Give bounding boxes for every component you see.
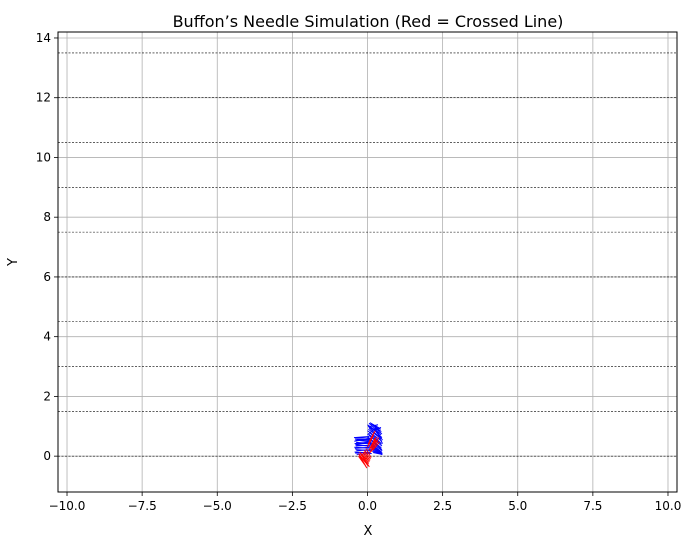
x-tick-label: 5.0	[508, 499, 527, 513]
needle-crossed	[368, 438, 376, 451]
needle-not-crossed	[368, 431, 382, 444]
needle-crossed	[363, 451, 371, 461]
needle-crossed	[360, 454, 369, 461]
needle-not-crossed	[376, 431, 383, 441]
axis-ticks: −10.0 −7.5 −5.0 −2.5 0.0 2.5 5.0 7.5 10.0 0 2 4 6 8 10…	[36, 31, 682, 513]
needle-crossed	[370, 440, 379, 452]
needle-not-crossed	[367, 427, 377, 436]
needle-crossed	[358, 453, 366, 462]
x-tick-label: 10.0	[655, 499, 682, 513]
needle-not-crossed	[368, 424, 379, 428]
y-tick-label: 12	[36, 91, 51, 105]
needle-crossed	[365, 448, 372, 458]
y-tick-label: 0	[43, 449, 51, 463]
needle-crossed	[362, 452, 370, 463]
needle-crossed	[364, 449, 371, 460]
y-tick-label: 14	[36, 31, 51, 45]
needle-crossed	[367, 434, 374, 446]
needle-not-crossed	[372, 450, 383, 455]
y-axis-label: Y	[6, 258, 21, 267]
y-tick-label: 8	[43, 210, 51, 224]
needle-not-crossed	[372, 452, 383, 455]
needle-crossed	[361, 453, 370, 464]
y-tick-label: 4	[43, 330, 51, 344]
x-axis-label: X	[364, 524, 373, 539]
x-tick-label: 0.0	[358, 499, 377, 513]
needle-not-crossed	[377, 435, 383, 444]
needle-crossed	[358, 455, 365, 465]
x-tick-label: −2.5	[278, 499, 307, 513]
needle-not-crossed	[373, 425, 382, 433]
needle-not-crossed	[355, 437, 371, 439]
x-tick-label: −7.5	[128, 499, 157, 513]
needle-not-crossed	[354, 441, 370, 445]
needle-crossed	[371, 437, 380, 448]
chart-title: Buffon’s Needle Simulation (Red = Crosse…	[173, 12, 564, 31]
x-tick-label: 2.5	[433, 499, 452, 513]
needle-crossed	[372, 441, 380, 451]
needle-not-crossed	[354, 446, 370, 449]
needle-crossed	[370, 436, 377, 449]
x-tick-label: −5.0	[203, 499, 232, 513]
y-tick-label: 6	[43, 270, 51, 284]
y-tick-label: 10	[36, 150, 51, 164]
x-tick-label: 7.5	[583, 499, 602, 513]
needle-crossed	[362, 455, 370, 468]
x-tick-label: −10.0	[49, 499, 86, 513]
y-tick-label: 2	[43, 389, 51, 403]
needles	[353, 422, 383, 469]
